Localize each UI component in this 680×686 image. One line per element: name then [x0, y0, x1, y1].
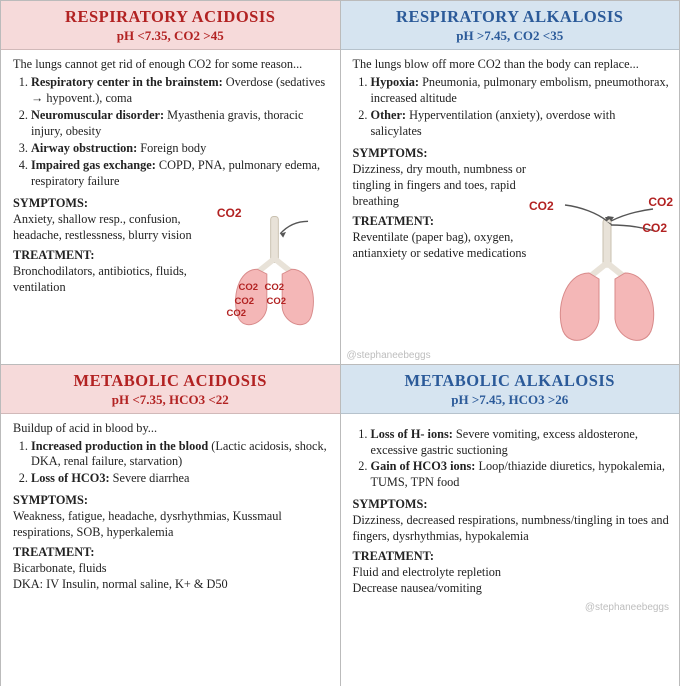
symptoms-label: SYMPTOMS: [13, 493, 330, 509]
symptoms-label: SYMPTOMS: [353, 497, 670, 513]
sub-mk: pH >7.45, HCO3 >26 [345, 392, 676, 408]
quad-respiratory-alkalosis: RESPIRATORY ALKALOSIS pH >7.45, CO2 <35 … [341, 1, 680, 364]
title-ma: METABOLIC ACIDOSIS [5, 371, 336, 391]
intro-ra: The lungs cannot get rid of enough CO2 f… [13, 57, 330, 73]
cause-lead: Gain of HCO3 ions: [371, 459, 476, 473]
symptoms-label: SYMPTOMS: [353, 146, 670, 162]
treatment-text: Fluid and electrolyte repletion [353, 565, 670, 581]
causes-rk: Hypoxia: Pneumonia, pulmonary embolism, … [353, 75, 670, 140]
intro-rk: The lungs blow off more CO2 than the bod… [353, 57, 670, 73]
header-rk: RESPIRATORY ALKALOSIS pH >7.45, CO2 <35 [341, 1, 680, 50]
cause-item: Airway obstruction: Foreign body [31, 141, 330, 157]
lungs-icon-acidosis: CO2 CO2 CO2 CO2 CO2 CO2 [217, 214, 332, 334]
quad-metabolic-acidosis: METABOLIC ACIDOSIS pH <7.35, HCO3 <22 Bu… [1, 365, 340, 686]
causes-ma: Increased production in the blood (Lacti… [13, 439, 330, 488]
watermark: @stephaneebeggs [347, 349, 431, 362]
title-rk: RESPIRATORY ALKALOSIS [345, 7, 676, 27]
treatment-text: Bronchodilators, antibiotics, fluids, ve… [13, 264, 219, 296]
sub-ra: pH <7.35, CO2 >45 [5, 28, 336, 44]
cause-lead: Increased production in the blood [31, 439, 208, 453]
cause-lead: Other: [371, 108, 407, 122]
treatment-label: TREATMENT: [353, 549, 670, 565]
symptoms-text: Dizziness, decreased respirations, numbn… [353, 513, 670, 545]
cause-lead: Loss of H- ions: [371, 427, 453, 441]
sub-rk: pH >7.45, CO2 <35 [345, 28, 676, 44]
cause-item: Loss of HCO3: Severe diarrhea [31, 471, 330, 487]
cause-rest: Foreign body [137, 141, 206, 155]
quad-metabolic-alkalosis: METABOLIC ALKALOSIS pH >7.45, HCO3 >26 L… [341, 365, 680, 686]
cause-item: Loss of H- ions: Severe vomiting, excess… [371, 427, 670, 459]
symptoms-text: Weakness, fatigue, headache, dysrhythmia… [13, 509, 330, 541]
causes-mk: Loss of H- ions: Severe vomiting, excess… [353, 427, 670, 492]
quad-respiratory-acidosis: RESPIRATORY ACIDOSIS pH <7.35, CO2 >45 T… [1, 1, 340, 364]
cause-item: Impaired gas exchange: COPD, PNA, pulmon… [31, 158, 330, 190]
header-ra: RESPIRATORY ACIDOSIS pH <7.35, CO2 >45 [1, 1, 340, 50]
treatment-text-2: DKA: IV Insulin, normal saline, K+ & D50 [13, 577, 330, 593]
cause-lead: Loss of HCO3: [31, 471, 110, 485]
body-ra: The lungs cannot get rid of enough CO2 f… [1, 50, 340, 364]
co2-label: CO2 [239, 282, 259, 294]
symptoms-label: SYMPTOMS: [13, 196, 330, 212]
causes-ra: Respiratory center in the brainstem: Ove… [13, 75, 330, 190]
intro-ma: Buildup of acid in blood by... [13, 421, 330, 437]
cause-lead: Neuromuscular disorder: [31, 108, 164, 122]
treatment-text-2: Decrease nausea/vomiting [353, 581, 670, 597]
lungs-icon-alkalosis: CO2 CO2 CO2 [541, 201, 671, 346]
symptoms-text: Anxiety, shallow resp., confusion, heada… [13, 212, 219, 244]
title-ra: RESPIRATORY ACIDOSIS [5, 7, 336, 27]
cause-lead: Airway obstruction: [31, 141, 137, 155]
treatment-label: TREATMENT: [13, 545, 330, 561]
header-mk: METABOLIC ALKALOSIS pH >7.45, HCO3 >26 [341, 365, 680, 414]
four-quadrant-grid: RESPIRATORY ACIDOSIS pH <7.35, CO2 >45 T… [0, 0, 680, 686]
cause-item: Hypoxia: Pneumonia, pulmonary embolism, … [371, 75, 670, 107]
treatment-text: Reventilate (paper bag), oxygen, antianx… [353, 230, 527, 262]
co2-label: CO2 [265, 282, 285, 294]
co2-label: CO2 [642, 221, 667, 237]
cause-rest: Hyperventilation (anxiety), overdose wit… [371, 108, 616, 138]
cause-lead: Respiratory center in the brainstem: [31, 75, 223, 89]
header-ma: METABOLIC ACIDOSIS pH <7.35, HCO3 <22 [1, 365, 340, 414]
cause-item: Other: Hyperventilation (anxiety), overd… [371, 108, 670, 140]
cause-rest: Severe diarrhea [110, 471, 190, 485]
treatment-text: Bicarbonate, fluids [13, 561, 330, 577]
body-ma: Buildup of acid in blood by... Increased… [1, 414, 340, 686]
cause-lead: Hypoxia: [371, 75, 420, 89]
cause-item: Gain of HCO3 ions: Loop/thiazide diureti… [371, 459, 670, 491]
title-mk: METABOLIC ALKALOSIS [345, 371, 676, 391]
body-rk: The lungs blow off more CO2 than the bod… [341, 50, 680, 364]
co2-label: CO2 [235, 296, 255, 308]
cause-item: Neuromuscular disorder: Myasthenia gravi… [31, 108, 330, 140]
watermark: @stephaneebeggs [585, 601, 669, 614]
cause-lead: Impaired gas exchange: [31, 158, 156, 172]
co2-label: CO2 [529, 199, 554, 215]
co2-label: CO2 [217, 206, 242, 222]
co2-label: CO2 [227, 308, 247, 320]
body-mk: Loss of H- ions: Severe vomiting, excess… [341, 414, 680, 686]
cause-item: Respiratory center in the brainstem: Ove… [31, 75, 330, 107]
co2-label: CO2 [267, 296, 287, 308]
cause-item: Increased production in the blood (Lacti… [31, 439, 330, 471]
sub-ma: pH <7.35, HCO3 <22 [5, 392, 336, 408]
symptoms-text: Dizziness, dry mouth, numbness or tingli… [353, 162, 537, 210]
co2-label: CO2 [648, 195, 673, 211]
